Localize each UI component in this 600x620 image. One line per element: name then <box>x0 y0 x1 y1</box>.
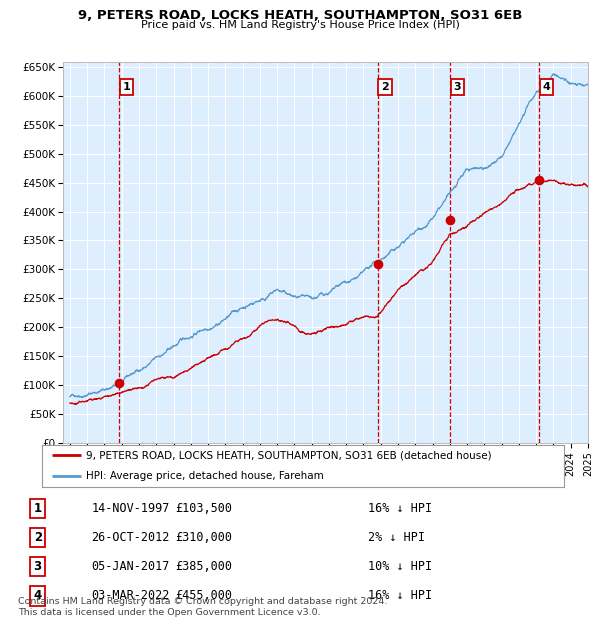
Text: 26-OCT-2012: 26-OCT-2012 <box>91 531 170 544</box>
Text: 1: 1 <box>34 502 42 515</box>
Text: 1: 1 <box>123 82 131 92</box>
Text: 16% ↓ HPI: 16% ↓ HPI <box>368 590 432 602</box>
Text: 2: 2 <box>34 531 42 544</box>
Text: £103,500: £103,500 <box>175 502 232 515</box>
Text: 9, PETERS ROAD, LOCKS HEATH, SOUTHAMPTON, SO31 6EB (detached house): 9, PETERS ROAD, LOCKS HEATH, SOUTHAMPTON… <box>86 450 492 460</box>
Text: HPI: Average price, detached house, Fareham: HPI: Average price, detached house, Fare… <box>86 471 324 481</box>
Text: £385,000: £385,000 <box>175 560 232 573</box>
Text: Price paid vs. HM Land Registry's House Price Index (HPI): Price paid vs. HM Land Registry's House … <box>140 20 460 30</box>
Text: 4: 4 <box>542 82 550 92</box>
Text: Contains HM Land Registry data © Crown copyright and database right 2024.
This d: Contains HM Land Registry data © Crown c… <box>18 598 388 617</box>
Text: 2% ↓ HPI: 2% ↓ HPI <box>368 531 425 544</box>
Text: 3: 3 <box>454 82 461 92</box>
Text: 9, PETERS ROAD, LOCKS HEATH, SOUTHAMPTON, SO31 6EB: 9, PETERS ROAD, LOCKS HEATH, SOUTHAMPTON… <box>78 9 522 22</box>
Text: £455,000: £455,000 <box>175 590 232 602</box>
Text: 14-NOV-1997: 14-NOV-1997 <box>91 502 170 515</box>
Text: 05-JAN-2017: 05-JAN-2017 <box>91 560 170 573</box>
Text: £310,000: £310,000 <box>175 531 232 544</box>
Text: 10% ↓ HPI: 10% ↓ HPI <box>368 560 432 573</box>
Text: 16% ↓ HPI: 16% ↓ HPI <box>368 502 432 515</box>
Text: 03-MAR-2022: 03-MAR-2022 <box>91 590 170 602</box>
Text: 3: 3 <box>34 560 42 573</box>
Text: 2: 2 <box>381 82 389 92</box>
Text: 4: 4 <box>34 590 42 602</box>
